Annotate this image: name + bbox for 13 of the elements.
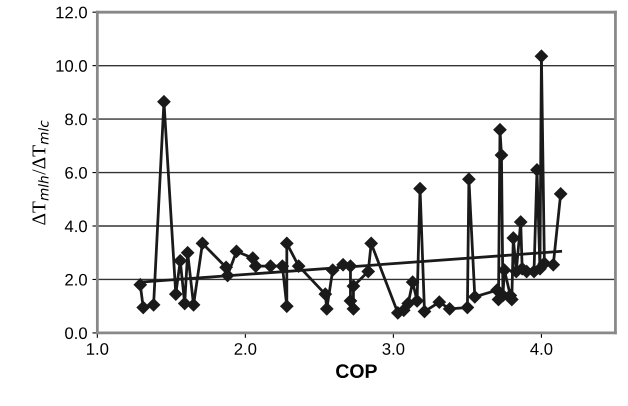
- y-tick-label: 4.0: [64, 220, 87, 232]
- y-tick-label: 6.0: [65, 166, 87, 179]
- y-tick-label: 2.0: [65, 274, 87, 286]
- x-tick-label: 4.0: [530, 343, 552, 355]
- y-axis-title: ΔT$_{mlh}$/ΔT$_{mlc}$: [32, 120, 49, 225]
- x-tick-label: 2.0: [234, 343, 256, 355]
- y-tick-label: 12.0: [56, 6, 87, 18]
- y-tick-label: 8.0: [65, 113, 87, 126]
- y-tick-label: 0.0: [65, 327, 87, 340]
- y-tick-label: 10.0: [56, 60, 87, 72]
- x-tick-label: 1.0: [87, 343, 108, 355]
- x-tick-label: 3.0: [382, 343, 404, 355]
- x-axis-title: COP: [336, 364, 377, 378]
